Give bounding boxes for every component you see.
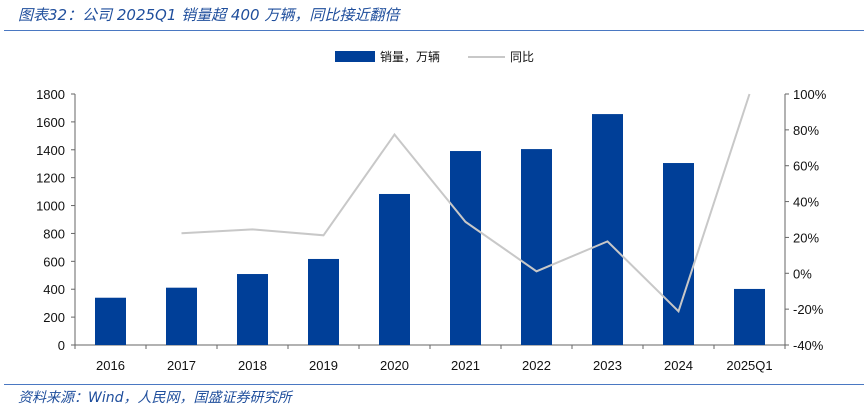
bar-2022 bbox=[521, 149, 552, 345]
x-tick-label: 2020 bbox=[380, 358, 409, 373]
bar-2021 bbox=[450, 151, 481, 345]
chart-title: 图表32：公司 2025Q1 销量超 400 万辆，同比接近翻倍 bbox=[18, 6, 400, 24]
left-tick-label: 400 bbox=[43, 282, 65, 297]
x-tick-label: 2023 bbox=[593, 358, 622, 373]
right-tick-label: -40% bbox=[793, 338, 824, 353]
right-tick-label: 80% bbox=[793, 123, 819, 138]
legend-line-label: 同比 bbox=[510, 50, 534, 64]
left-tick-label: 1600 bbox=[36, 115, 65, 130]
title-divider bbox=[4, 30, 864, 31]
bar-2018 bbox=[237, 274, 268, 345]
left-tick-label: 1800 bbox=[36, 87, 65, 102]
left-tick-label: 600 bbox=[43, 254, 65, 269]
bar-2019 bbox=[308, 258, 339, 345]
source-note: 资料来源：Wind，人民网，国盛证券研究所 bbox=[18, 390, 292, 406]
right-tick-label: 60% bbox=[793, 159, 819, 174]
left-tick-label: 1000 bbox=[36, 199, 65, 214]
x-tick-label: 2022 bbox=[522, 358, 551, 373]
x-tick-label: 2024 bbox=[664, 358, 693, 373]
x-tick-label: 2018 bbox=[238, 358, 267, 373]
yoy-line bbox=[181, 93, 751, 314]
bar-2017 bbox=[166, 287, 197, 345]
right-tick-label: 20% bbox=[793, 230, 819, 245]
x-tick-label: 2017 bbox=[167, 358, 196, 373]
left-tick-label: 200 bbox=[43, 310, 65, 325]
bar-2023 bbox=[592, 114, 623, 345]
right-tick-label: 40% bbox=[793, 195, 819, 210]
right-tick-label: 0% bbox=[793, 266, 812, 281]
x-tick-label: 2025Q1 bbox=[726, 358, 772, 373]
right-tick-label: -20% bbox=[793, 302, 824, 317]
legend-bar-label: 销量，万辆 bbox=[380, 50, 440, 64]
bar-2025Q1 bbox=[734, 288, 765, 345]
bar-2020 bbox=[379, 193, 410, 345]
x-tick-label: 2016 bbox=[96, 358, 125, 373]
left-tick-label: 1400 bbox=[36, 143, 65, 158]
x-tick-label: 2019 bbox=[309, 358, 338, 373]
right-tick-label: 100% bbox=[793, 87, 827, 102]
x-tick-label: 2021 bbox=[451, 358, 480, 373]
bar-2024 bbox=[663, 163, 694, 345]
bar-2016 bbox=[95, 297, 126, 345]
left-tick-label: 0 bbox=[58, 338, 65, 353]
left-tick-label: 800 bbox=[43, 226, 65, 241]
legend-bar-swatch bbox=[335, 51, 375, 62]
left-tick-label: 1200 bbox=[36, 171, 65, 186]
source-divider bbox=[4, 384, 864, 385]
